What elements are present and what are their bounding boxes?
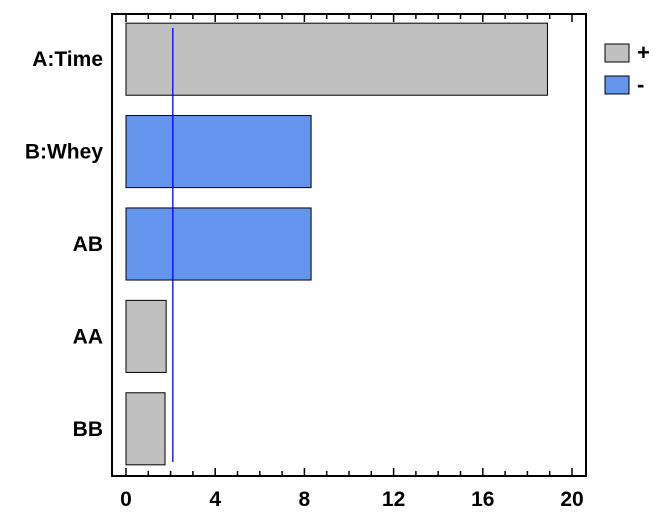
bars-group xyxy=(125,22,548,466)
x-tick-label: 8 xyxy=(299,488,311,511)
legend-label: + xyxy=(637,40,650,65)
legend-swatch xyxy=(604,75,630,95)
tick-labels: 0 4 8 12 16 20 xyxy=(120,488,584,511)
category-label: AA xyxy=(73,325,103,348)
category-label: AB xyxy=(73,233,103,256)
legend-label: - xyxy=(637,72,644,97)
bar-aa xyxy=(125,299,167,373)
x-tick-label: 0 xyxy=(120,488,132,511)
bar-ab xyxy=(125,207,312,281)
legend: +- xyxy=(604,40,650,97)
bar-bb xyxy=(125,392,166,466)
bar-b-whey xyxy=(125,115,312,189)
x-tick-label: 12 xyxy=(382,488,405,511)
category-label: A:Time xyxy=(32,48,103,71)
category-label: BB xyxy=(73,418,103,441)
x-tick-label: 20 xyxy=(560,488,583,511)
category-labels: A:Time B:Whey AB AA BB xyxy=(25,48,103,441)
legend-swatch xyxy=(604,43,630,63)
x-tick-label: 4 xyxy=(209,488,221,511)
x-tick-label: 16 xyxy=(471,488,494,511)
category-label: B:Whey xyxy=(25,141,103,164)
bar-a-time xyxy=(125,22,548,96)
axis-ticks xyxy=(125,14,573,476)
